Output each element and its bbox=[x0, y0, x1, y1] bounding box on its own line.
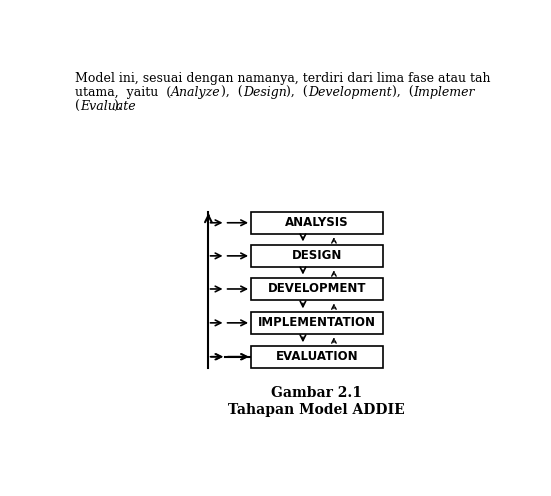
Text: Development: Development bbox=[308, 86, 392, 99]
Text: ),  (: ), ( bbox=[221, 86, 242, 99]
Text: Evaluate: Evaluate bbox=[80, 100, 136, 113]
FancyBboxPatch shape bbox=[251, 245, 383, 267]
FancyBboxPatch shape bbox=[251, 212, 383, 234]
Text: DEVELOPMENT: DEVELOPMENT bbox=[268, 283, 366, 296]
Text: DESIGN: DESIGN bbox=[291, 249, 342, 262]
Text: Analyze: Analyze bbox=[171, 86, 221, 99]
Text: ).: ). bbox=[113, 100, 122, 113]
Text: (: ( bbox=[75, 100, 80, 113]
FancyBboxPatch shape bbox=[251, 312, 383, 334]
FancyBboxPatch shape bbox=[251, 346, 383, 368]
Text: EVALUATION: EVALUATION bbox=[276, 350, 358, 363]
Text: utama,  yaitu  (: utama, yaitu ( bbox=[75, 86, 171, 99]
Text: Implemer: Implemer bbox=[414, 86, 475, 99]
FancyBboxPatch shape bbox=[251, 278, 383, 300]
Text: ANALYSIS: ANALYSIS bbox=[285, 216, 349, 229]
Text: Gambar 2.1: Gambar 2.1 bbox=[272, 386, 363, 400]
Text: Tahapan Model ADDIE: Tahapan Model ADDIE bbox=[229, 403, 405, 417]
Text: ),  (: ), ( bbox=[392, 86, 414, 99]
Text: IMPLEMENTATION: IMPLEMENTATION bbox=[258, 316, 376, 329]
Text: Design: Design bbox=[242, 86, 287, 99]
Text: ),  (: ), ( bbox=[287, 86, 308, 99]
Text: Model ini, sesuai dengan namanya, terdiri dari lima fase atau tah: Model ini, sesuai dengan namanya, terdir… bbox=[75, 72, 490, 85]
